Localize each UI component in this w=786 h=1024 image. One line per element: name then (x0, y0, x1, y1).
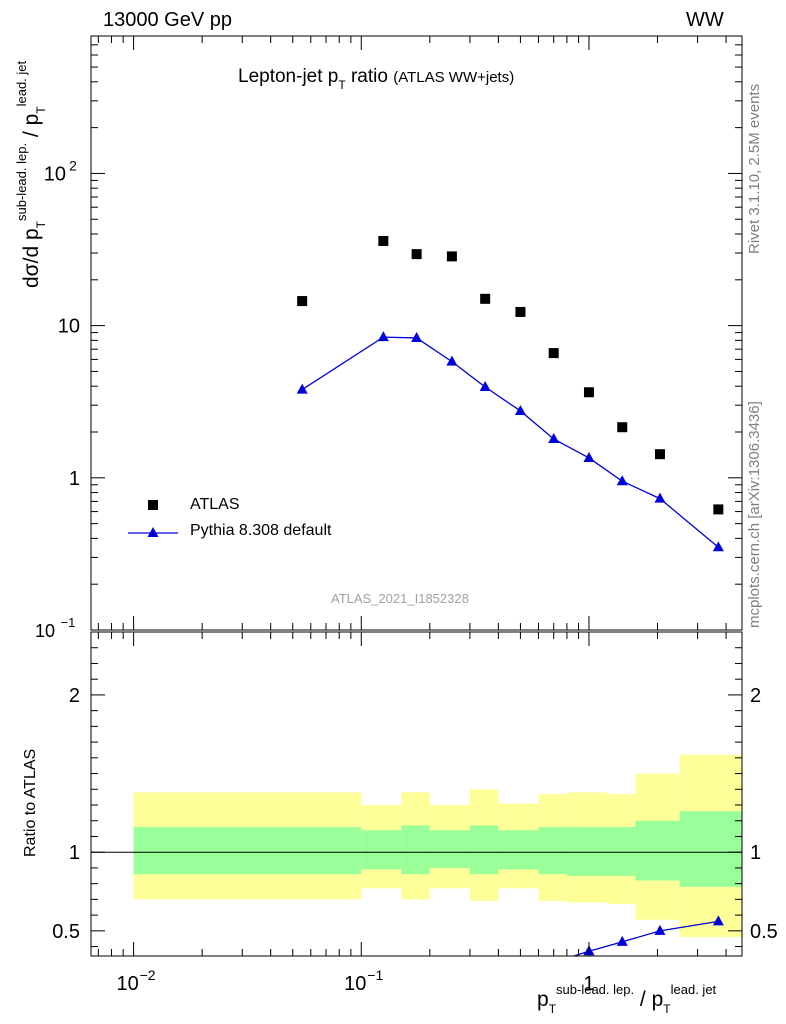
pythia-point (548, 432, 560, 443)
xlabel-slash: / p (634, 988, 664, 1011)
ylabel-t1: T (34, 220, 48, 229)
title-paren: (ATLAS WW+jets) (393, 69, 515, 86)
ratio-pythia-point (712, 915, 724, 926)
ratio-bands (133, 754, 742, 938)
plot-title: Lepton-jet pT ratio (ATLAS WW+jets) (238, 66, 515, 92)
pythia-point (479, 381, 491, 392)
title-sub: T (338, 78, 346, 92)
header-right: WW (686, 9, 724, 31)
atlas-point (548, 348, 559, 359)
pythia-point (514, 404, 526, 415)
x-tick-label: 10 (116, 973, 138, 995)
atlas-point (297, 296, 308, 307)
pythia-point (411, 331, 423, 342)
analysis-watermark: ATLAS_2021_I1852328 (331, 591, 469, 606)
x-tick-label-exp: −2 (140, 967, 156, 983)
ratio-band-inner (607, 827, 636, 876)
ratio-band-inner (679, 811, 742, 887)
ratio-band-inner (361, 830, 402, 870)
y-tick-label: 10 (44, 163, 66, 185)
ratio-y-axis-label: Ratio to ATLAS (22, 748, 39, 857)
ratio-pythia-point (654, 924, 666, 935)
header-left: 13000 GeV pp (103, 9, 232, 31)
pythia-point (377, 331, 389, 342)
xlabel-sup1: sub-lead. lep. (556, 982, 635, 997)
x-tick-label: 10 (344, 973, 366, 995)
legend-pythia: Pythia 8.308 default (190, 522, 331, 540)
pythia-point (654, 492, 666, 503)
legend-pythia-marker (147, 527, 159, 537)
y-tick-label-10: 10 (58, 316, 80, 338)
x-tick-label-exp: −1 (367, 967, 383, 983)
x-axis-label: pTsub-lead. lep. / pTlead. jet (537, 982, 716, 1016)
ratio-pythia-group (571, 915, 724, 956)
ratio-y-tick-label: 0.5 (52, 921, 80, 943)
ratio-band-inner (538, 827, 567, 875)
pythia-point (712, 541, 724, 552)
y-tick-label-1: 1 (69, 468, 80, 490)
y-tick-label: 10 (35, 621, 55, 641)
x-tick-label-1e-2: 10 −2 (116, 967, 155, 995)
xlabel-sup2: lead. jet (670, 982, 717, 997)
x-tick-label-1: 1 (583, 973, 594, 995)
pythia-point (296, 383, 308, 394)
x-tick-label-1e-1: 10 −1 (344, 967, 383, 995)
ratio-pythia-point (616, 935, 628, 946)
ratio-plot-series (571, 915, 724, 956)
atlas-point (411, 249, 422, 260)
ylabel-t2: T (34, 106, 48, 114)
main-plot-series (296, 235, 724, 552)
ylabel-sup1: sub-lead. lep. (14, 142, 29, 221)
ratio-y-tick-label: 2 (69, 685, 80, 707)
atlas-point (480, 293, 491, 304)
legend-atlas-label: ATLAS (190, 496, 240, 513)
y-tick-label-1e-1: 10 −1 (35, 615, 75, 641)
ratio-band-inner (635, 820, 680, 881)
ratio-band-inner (566, 827, 608, 876)
xlabel-t1: T (548, 1002, 557, 1016)
atlas-point (515, 306, 526, 317)
atlas-point (617, 422, 628, 433)
ratio-y-tick-label-right: 2 (750, 685, 761, 707)
legend-atlas: ATLAS (190, 496, 240, 514)
legend-atlas-marker (148, 500, 158, 510)
ratio-y-tick-label-right: 0.5 (750, 921, 778, 943)
atlas-point (654, 449, 665, 460)
y-axis-label: dσ/d pTsub-lead. lep. / pTlead. jet (14, 61, 48, 288)
legend-markers (128, 500, 178, 537)
ratio-y-tick-label-right: 1 (750, 842, 761, 864)
title-main: Lepton-jet p (238, 66, 339, 87)
atlas-point (446, 251, 457, 262)
mcplots-label: mcplots.cern.ch [arXiv:1306.3436] (746, 401, 763, 628)
ratio-band-inner (469, 825, 499, 875)
y-tick-label-exp: −1 (61, 615, 76, 630)
x-tick-label: 1 (583, 973, 594, 995)
pythia-line (301, 336, 719, 548)
atlas-point (378, 235, 389, 246)
xlabel-p1: p (537, 988, 549, 1011)
atlas-point (713, 504, 724, 515)
ratio-band-inner (498, 830, 539, 870)
ratio-band-inner (429, 830, 470, 868)
ylabel-sup2: lead. jet (14, 60, 29, 107)
ylabel-d: dσ/d p (20, 228, 43, 288)
y-tick-label-exp: 2 (69, 157, 77, 173)
rivet-label: Rivet 3.1.10, 2.5M events (746, 83, 763, 254)
title-after: ratio (345, 66, 388, 87)
xlabel-t2: T (663, 1002, 671, 1016)
legend-pythia-label: Pythia 8.308 default (190, 522, 332, 539)
pythia-point (446, 355, 458, 366)
y-tick-label-1e2: 10 2 (44, 157, 77, 185)
ratio-band-inner (133, 827, 362, 875)
pythia-point (616, 475, 628, 486)
ylabel-slash: / p (20, 113, 43, 143)
ratio-frame (90, 631, 743, 957)
ratio-band-inner (401, 825, 430, 875)
ratio-y-tick-label: 1 (69, 842, 80, 864)
atlas-point (583, 387, 594, 398)
pythia-point (583, 451, 595, 462)
